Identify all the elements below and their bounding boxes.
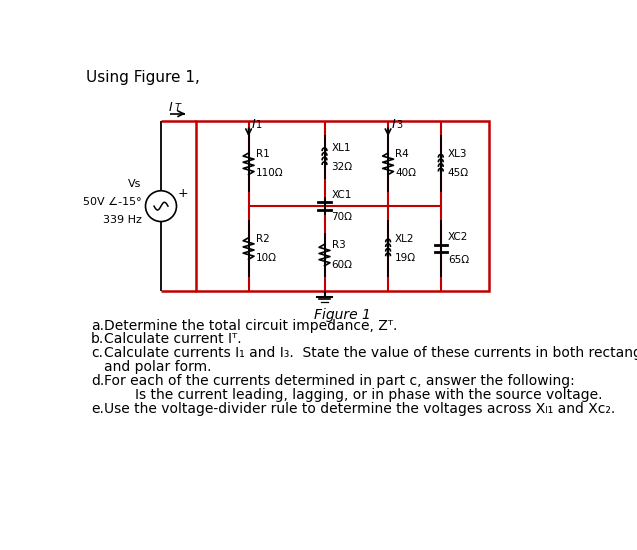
Text: R1: R1 <box>255 149 269 159</box>
Text: Vs: Vs <box>128 179 141 189</box>
Text: and polar form.: and polar form. <box>104 360 212 374</box>
Text: R3: R3 <box>331 240 345 250</box>
Text: 339 Hz: 339 Hz <box>103 216 141 225</box>
Text: Calculate current Iᵀ.: Calculate current Iᵀ. <box>104 332 242 346</box>
Text: I: I <box>252 118 255 130</box>
Text: R4: R4 <box>395 149 409 159</box>
Text: a.: a. <box>91 318 104 333</box>
Text: 1: 1 <box>256 119 262 130</box>
Text: 60Ω: 60Ω <box>331 260 352 270</box>
Text: d.: d. <box>91 374 104 388</box>
Text: 45Ω: 45Ω <box>448 168 469 178</box>
Bar <box>196 122 489 291</box>
Text: b.: b. <box>91 332 104 346</box>
Text: Use the voltage-divider rule to determine the voltages across Xₗ₁ and Xᴄ₂.: Use the voltage-divider rule to determin… <box>104 402 616 416</box>
Text: XL1: XL1 <box>331 142 351 152</box>
Text: Using Figure 1,: Using Figure 1, <box>86 70 200 85</box>
Text: XL3: XL3 <box>448 149 468 159</box>
Text: I: I <box>169 101 173 114</box>
Text: XC1: XC1 <box>331 190 352 200</box>
Text: I: I <box>391 118 395 130</box>
Text: c.: c. <box>91 346 103 360</box>
Text: T: T <box>174 103 180 113</box>
Text: Calculate currents I₁ and I₃.  State the value of these currents in both rectang: Calculate currents I₁ and I₃. State the … <box>104 346 637 360</box>
Text: Is the current leading, lagging, or in phase with the source voltage.: Is the current leading, lagging, or in p… <box>136 388 603 402</box>
Text: For each of the currents determined in part c, answer the following:: For each of the currents determined in p… <box>104 374 575 388</box>
Text: 65Ω: 65Ω <box>448 255 469 265</box>
Text: R2: R2 <box>255 234 269 244</box>
Text: 70Ω: 70Ω <box>331 212 352 222</box>
Text: 19Ω: 19Ω <box>395 253 416 263</box>
Text: 50V ∠-15°: 50V ∠-15° <box>83 196 141 206</box>
Text: +: + <box>178 188 189 200</box>
Text: 3: 3 <box>396 119 402 130</box>
Text: 10Ω: 10Ω <box>255 253 276 263</box>
Text: 40Ω: 40Ω <box>395 168 416 178</box>
Text: XC2: XC2 <box>448 232 468 243</box>
Text: XL2: XL2 <box>395 234 415 244</box>
Text: e.: e. <box>91 402 104 416</box>
Text: Figure 1: Figure 1 <box>314 308 371 322</box>
Text: 110Ω: 110Ω <box>255 168 283 178</box>
Text: 32Ω: 32Ω <box>331 162 353 172</box>
Text: Determine the total circuit impedance, Zᵀ.: Determine the total circuit impedance, Z… <box>104 318 397 333</box>
